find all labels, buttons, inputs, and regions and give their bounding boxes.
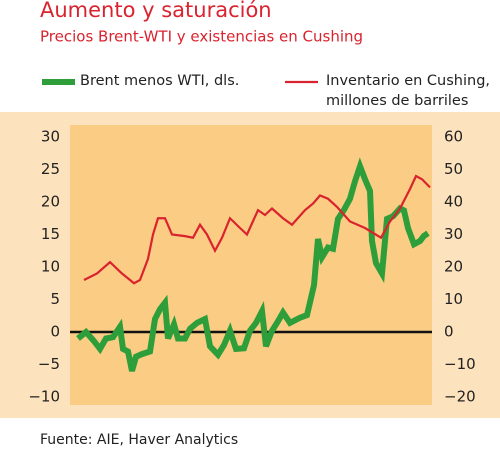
y2-tick-label: 30 <box>444 225 463 243</box>
y2-tick-label: −10 <box>444 355 476 373</box>
y-tick-label: 0 <box>50 323 60 341</box>
y-tick-label: −10 <box>28 388 60 406</box>
y-tick-label: 15 <box>41 225 60 243</box>
chart-title: Aumento y saturación <box>40 0 272 22</box>
y2-tick-label: 20 <box>444 258 463 276</box>
legend-label: Brent menos WTI, dls. <box>80 73 240 89</box>
y-tick-label: −5 <box>38 355 60 373</box>
y-tick-label: 30 <box>41 128 60 146</box>
series-line <box>83 174 431 285</box>
source: Fuente: AIE, Haver Analytics <box>40 432 238 448</box>
y2-tick-label: −20 <box>444 388 476 406</box>
y2-tick-label: 0 <box>444 323 454 341</box>
y-tick-label: 25 <box>41 160 60 178</box>
y-tick-label: 20 <box>41 193 60 211</box>
y2-tick-label: 10 <box>444 290 463 308</box>
y2-tick-label: 60 <box>444 128 463 146</box>
legend-label: Inventario en Cushing, millones de barri… <box>326 73 491 109</box>
series-line <box>76 157 430 372</box>
y-tick-label: 5 <box>50 290 60 308</box>
y-tick-label: 10 <box>41 258 60 276</box>
y2-tick-label: 50 <box>444 160 463 178</box>
y2-tick-label: 40 <box>444 193 463 211</box>
chart-subtitle: Precios Brent-WTI y existencias en Cushi… <box>40 28 363 46</box>
